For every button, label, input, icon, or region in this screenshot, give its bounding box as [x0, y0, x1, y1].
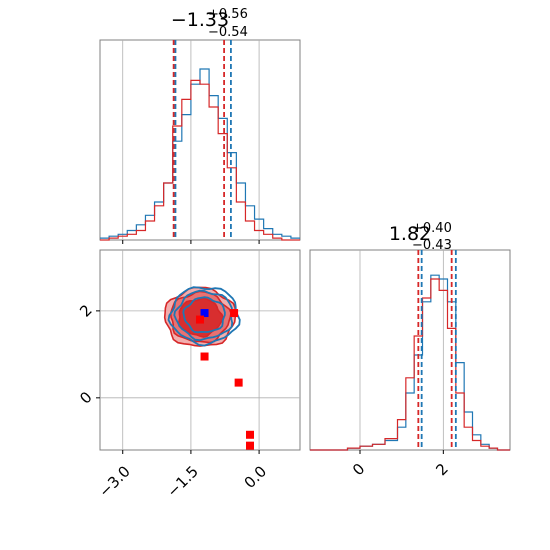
x-tick-label: 0: [349, 460, 368, 479]
contour-line-blue: [173, 289, 234, 342]
panel-frame: [99, 249, 301, 451]
grid: [359, 250, 444, 450]
contour-line-red: [163, 286, 237, 347]
panel-title: 1.82: [389, 223, 431, 245]
marker-red: [246, 441, 254, 450]
title-upper-error: +0.40: [412, 221, 452, 236]
x-ticks: −3.0 −1.5 0.0: [95, 450, 270, 501]
y-ticks: 02: [76, 301, 100, 408]
marker-red: [196, 315, 204, 324]
panel-title: −1.33: [171, 9, 229, 31]
histogram-blue: [100, 68, 300, 239]
title-lower-error: −0.54: [208, 25, 248, 40]
marker-red: [234, 378, 243, 387]
title-upper-error: +0.56: [208, 7, 248, 22]
marker-red: [200, 352, 209, 361]
x-tick-label: 2: [432, 460, 451, 479]
panel-frame: [309, 249, 511, 451]
title-main: −1.33: [171, 9, 229, 31]
marker-red: [230, 309, 239, 318]
y-tick-label: 2: [76, 301, 95, 320]
contour-line-red: [177, 297, 224, 338]
title-main: 1.82: [389, 223, 431, 245]
marker-blue: [200, 309, 209, 318]
contour-line-blue: [167, 286, 241, 347]
histogram-red: [100, 79, 300, 241]
title-lower-error: −0.43: [412, 238, 452, 253]
quantile-lines: [417, 250, 457, 450]
markers: [196, 309, 254, 450]
histograms: [100, 68, 300, 241]
contour-line-blue: [182, 296, 226, 334]
quantile-lines: [172, 40, 232, 240]
histogram-red: [310, 278, 510, 451]
x-tick-label: −1.5: [163, 462, 201, 500]
panel-joint-contour: −3.0 −1.5 0.0 02: [76, 249, 301, 501]
grid: [100, 250, 300, 450]
x-tick-label: 0.0: [241, 462, 271, 492]
y-tick-label: 0: [76, 388, 95, 407]
marker-red: [246, 430, 254, 439]
grid: [122, 40, 260, 240]
x-ticks: [122, 240, 260, 244]
x-tick-label: −3.0: [95, 462, 133, 500]
histograms: [310, 274, 510, 451]
panel-param-1-hist: −1.33 +0.56 −0.54: [99, 7, 301, 244]
